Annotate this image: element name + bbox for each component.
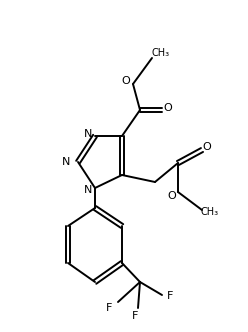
Text: F: F	[167, 291, 173, 301]
Text: N: N	[62, 157, 70, 167]
Text: F: F	[132, 311, 138, 321]
Text: N: N	[84, 185, 92, 195]
Text: O: O	[122, 76, 130, 86]
Text: O: O	[164, 103, 172, 113]
Text: O: O	[203, 142, 211, 152]
Text: F: F	[106, 303, 112, 313]
Text: O: O	[168, 191, 176, 201]
Text: CH₃: CH₃	[201, 207, 219, 217]
Text: CH₃: CH₃	[152, 48, 170, 58]
Text: N: N	[84, 129, 92, 139]
